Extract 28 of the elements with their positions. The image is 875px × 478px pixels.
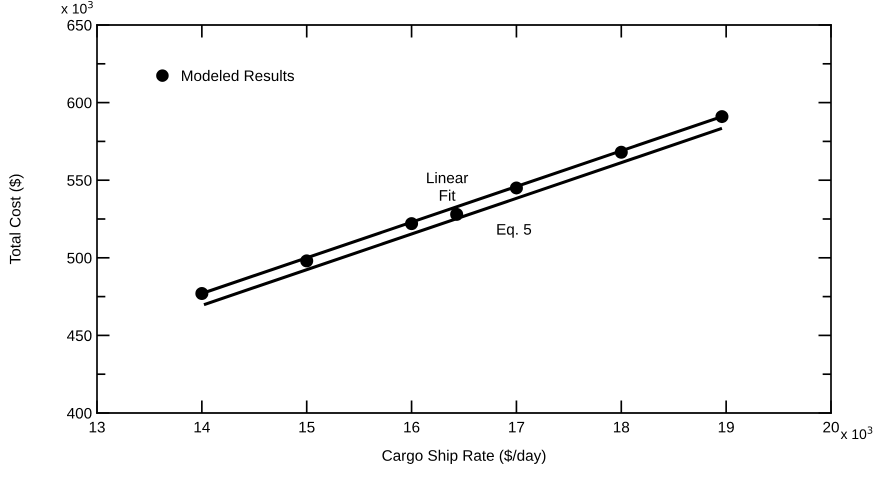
point bbox=[450, 208, 464, 221]
legend-label: Modeled Results bbox=[182, 70, 294, 82]
x-tick-label: 20 bbox=[823, 422, 839, 433]
y-tick-label: 550 bbox=[67, 175, 92, 186]
x-axis-title: Cargo Ship Rate ($/day) bbox=[382, 449, 546, 464]
y-tick-label: 650 bbox=[67, 20, 92, 31]
x-tick-label: 14 bbox=[194, 422, 210, 432]
x-tick-label: 19 bbox=[718, 422, 734, 433]
x-tick-label: 18 bbox=[614, 422, 630, 433]
x-tick-label: 16 bbox=[404, 422, 420, 433]
point bbox=[510, 181, 523, 194]
text: x 10$^{3}$ bbox=[840, 426, 872, 440]
point bbox=[405, 217, 418, 230]
point bbox=[195, 286, 208, 300]
y-tick-label: 450 bbox=[67, 330, 92, 342]
x-tick-label: 17 bbox=[509, 422, 524, 432]
annotation: Eq. 5 bbox=[497, 224, 532, 238]
y-tick-label: 500 bbox=[67, 252, 92, 264]
point bbox=[715, 110, 728, 124]
annotation: Linear Fit bbox=[427, 172, 468, 201]
y-tick-label: 600 bbox=[67, 97, 92, 108]
point bbox=[614, 146, 628, 159]
x-tick-label: 15 bbox=[299, 422, 315, 433]
x-tick-label: 13 bbox=[90, 422, 105, 433]
text: x 10$^{3}$ bbox=[61, 0, 93, 14]
y-axis-title: Total Cost ($) bbox=[9, 174, 24, 264]
point bbox=[300, 254, 314, 268]
y-tick-label: 400 bbox=[67, 408, 92, 419]
